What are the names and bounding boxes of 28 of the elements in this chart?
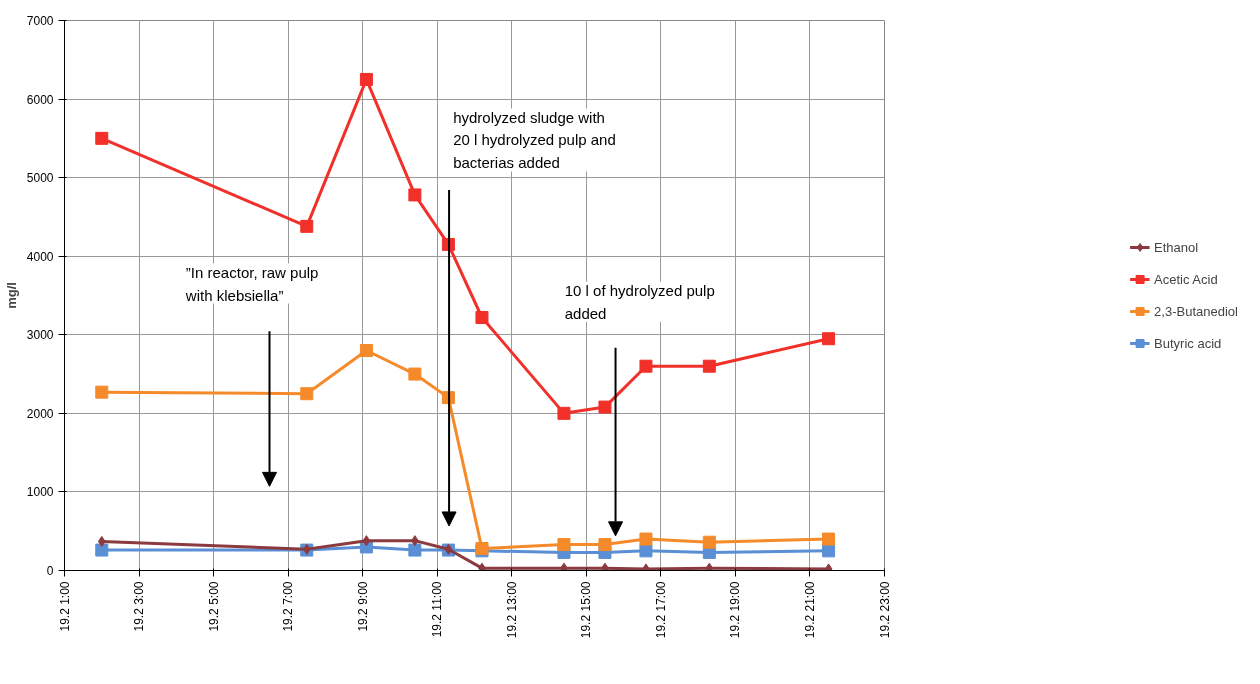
y-tick-label: 2000 <box>26 406 54 421</box>
x-tick-label: 19.2 7:00 <box>281 581 296 632</box>
y-tick-label: 0 <box>46 564 54 578</box>
legend-label: Butyric acid <box>1154 335 1222 351</box>
y-tick-label: 3000 <box>26 328 54 343</box>
x-tick-label: 19.2 23:00 <box>877 581 892 639</box>
annotation: 10 l of hydrolyzed pulp added <box>564 281 715 322</box>
y-tick-label: 6000 <box>26 92 54 107</box>
x-tick-label: 19.2 21:00 <box>802 581 817 639</box>
legend-label: Ethanol <box>1154 239 1199 255</box>
annotation: hydrolyzed sludge with 20 l hydrolyzed pulp and bacterias added <box>453 108 616 172</box>
x-tick-label: 19.2 15:00 <box>579 581 594 639</box>
y-tick-label: 5000 <box>26 171 54 186</box>
y-tick-label: 7000 <box>26 14 54 28</box>
x-tick-label: 19.2 5:00 <box>206 581 221 632</box>
y-axis-title: mg/l <box>3 282 19 309</box>
y-tick-label: 4000 <box>26 249 54 264</box>
legend-label: Acetic Acid <box>1154 271 1218 287</box>
x-tick-label: 19.2 3:00 <box>132 581 147 632</box>
legend-label: 2,3-Butanediol <box>1154 303 1238 319</box>
x-tick-label: 19.2 13:00 <box>504 581 519 639</box>
y-tick-label: 1000 <box>26 485 54 500</box>
x-tick-label: 19.2 19:00 <box>728 581 743 639</box>
annotation: ”In reactor, raw pulp with klebsiella” <box>184 263 319 304</box>
x-tick-label: 19.2 17:00 <box>653 581 668 639</box>
x-tick-label: 19.2 9:00 <box>355 581 370 632</box>
x-tick-label: 19.2 1:00 <box>57 581 72 632</box>
x-tick-label: 19.2 11:00 <box>430 581 445 638</box>
